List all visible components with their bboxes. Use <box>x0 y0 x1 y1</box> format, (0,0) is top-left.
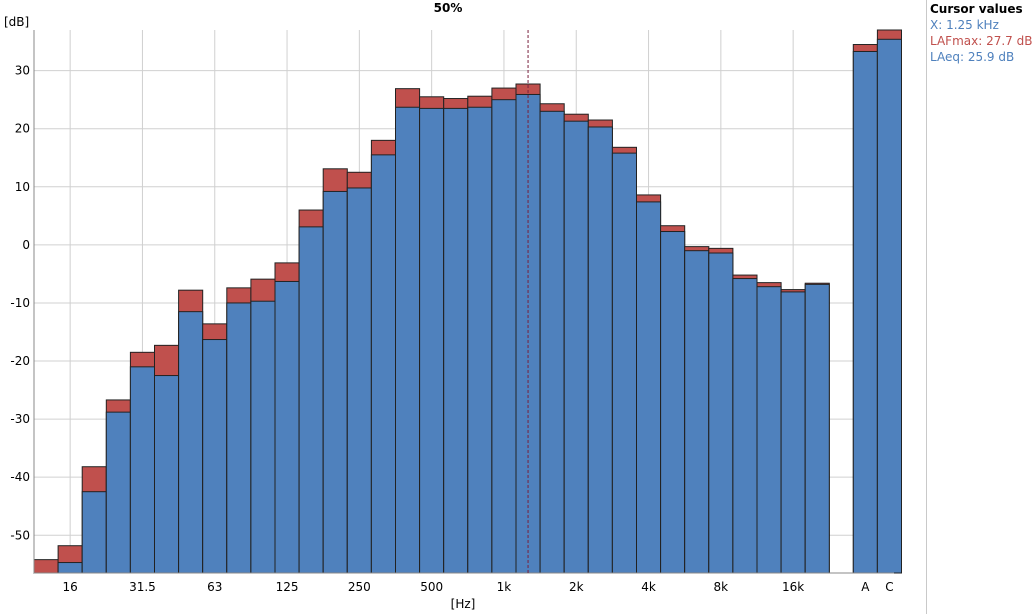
x-axis-label: [Hz] <box>451 597 476 611</box>
bar-laeq <box>732 278 758 574</box>
bar-laeq <box>852 50 878 574</box>
x-tick-label: 1k <box>497 580 512 594</box>
bar-laeq <box>81 491 107 574</box>
bar-laeq <box>611 152 638 574</box>
x-tick-label: 125 <box>276 580 299 594</box>
y-tick-label: -10 <box>10 296 30 310</box>
bar-laeq <box>154 375 180 574</box>
bar-laeq <box>105 411 131 574</box>
bar-laeq <box>298 226 324 574</box>
x-tick-label: 16 <box>63 580 78 594</box>
x-tick-label: 16k <box>782 580 804 594</box>
x-tick-label: 2k <box>569 580 584 594</box>
y-axis-label: [dB] <box>4 15 29 29</box>
x-tick-label: 4k <box>641 580 656 594</box>
x-tick-label: 31.5 <box>129 580 156 594</box>
bar-laeq <box>804 283 830 574</box>
bar-laeq <box>780 291 806 574</box>
cursor-values-panel: Cursor values X: 1.25 kHz LAFmax: 27.7 d… <box>930 0 1032 65</box>
bar-laeq <box>539 110 565 574</box>
bar-laeq <box>876 38 903 574</box>
cursor-x-value: X: 1.25 kHz <box>930 18 999 32</box>
bar-laeq <box>708 252 734 574</box>
bar-laeq <box>660 231 686 574</box>
x-tick-label: 8k <box>714 580 729 594</box>
bar-laeq <box>346 187 372 574</box>
bar-lafmax <box>33 559 59 574</box>
y-tick-label: -30 <box>10 412 30 426</box>
x-tick-label: C <box>885 580 893 594</box>
cursor-laeq-value: LAeq: 25.9 dB <box>930 50 1015 64</box>
y-tick-label: -20 <box>10 354 30 368</box>
bar-laeq <box>57 562 83 574</box>
bar-laeq <box>515 93 541 574</box>
y-tick-label: -40 <box>10 470 30 484</box>
bar-laeq <box>322 190 348 574</box>
bar-laeq <box>491 99 517 574</box>
cursor-lafmax-value: LAFmax: 27.7 dB <box>930 34 1032 48</box>
bar-laeq <box>587 126 613 574</box>
bar-laeq <box>467 106 493 574</box>
y-tick-label: 30 <box>15 64 30 78</box>
bar-laeq <box>636 201 662 574</box>
y-tick-label: 0 <box>22 238 30 252</box>
y-tick-label: 10 <box>15 180 30 194</box>
bar-laeq <box>202 339 228 574</box>
bar-laeq <box>274 280 300 574</box>
y-tick-label: 20 <box>15 122 30 136</box>
bar-laeq <box>443 107 469 574</box>
x-tick-label: 63 <box>207 580 222 594</box>
bar-laeq <box>395 106 421 574</box>
spectrum-chart[interactable]: 30 20 10 0 -10 -20 -30 -40 -50 16 31.5 63 125 250 500 1… <box>0 0 926 614</box>
bar-laeq <box>419 107 445 574</box>
x-tick-label: 250 <box>348 580 371 594</box>
bar-laeq <box>250 300 276 574</box>
cursor-values-title: Cursor values <box>930 2 1023 16</box>
bar-laeq <box>684 250 710 574</box>
bar-laeq <box>563 120 589 574</box>
bar-laeq <box>226 302 252 574</box>
chart-title: 50% <box>434 1 463 15</box>
bar-laeq <box>756 286 782 574</box>
panel-divider <box>926 0 927 614</box>
bar-laeq <box>370 154 396 574</box>
x-tick-label: A <box>861 580 870 594</box>
x-tick-label: 500 <box>420 580 443 594</box>
y-tick-label: -50 <box>10 528 30 542</box>
bar-laeq <box>129 366 155 574</box>
bar-laeq <box>178 311 204 574</box>
